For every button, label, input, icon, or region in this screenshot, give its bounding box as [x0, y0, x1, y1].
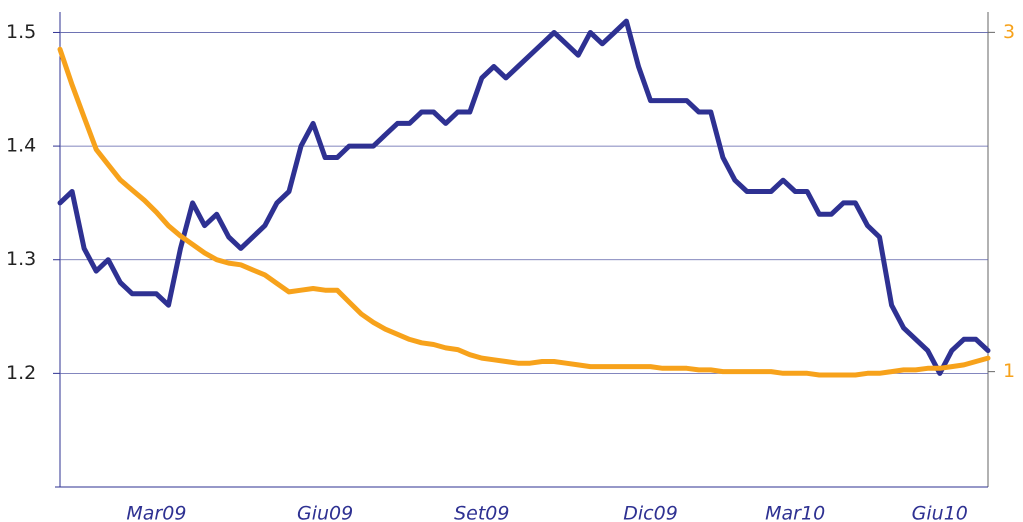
y-tick-label: 1.2 [6, 362, 36, 384]
line-series [57, 46, 991, 378]
y-tick-label: 1.4 [6, 135, 36, 157]
line-series [57, 18, 991, 376]
x-tick-label: Giu10 [912, 503, 968, 522]
x-tick-label: Mar09 [126, 503, 186, 522]
y-tick-label: 1.3 [6, 248, 36, 270]
x-tick-label: Dic09 [623, 503, 678, 522]
x-tick-label: Set09 [454, 503, 509, 522]
y2-tick-label: 3 [1003, 21, 1015, 43]
y2-tick-label: 1 [1003, 360, 1015, 382]
x-tick-label: Giu09 [297, 503, 353, 522]
x-tick-label: Mar10 [765, 503, 825, 522]
y-tick-label: 1.5 [6, 21, 36, 43]
